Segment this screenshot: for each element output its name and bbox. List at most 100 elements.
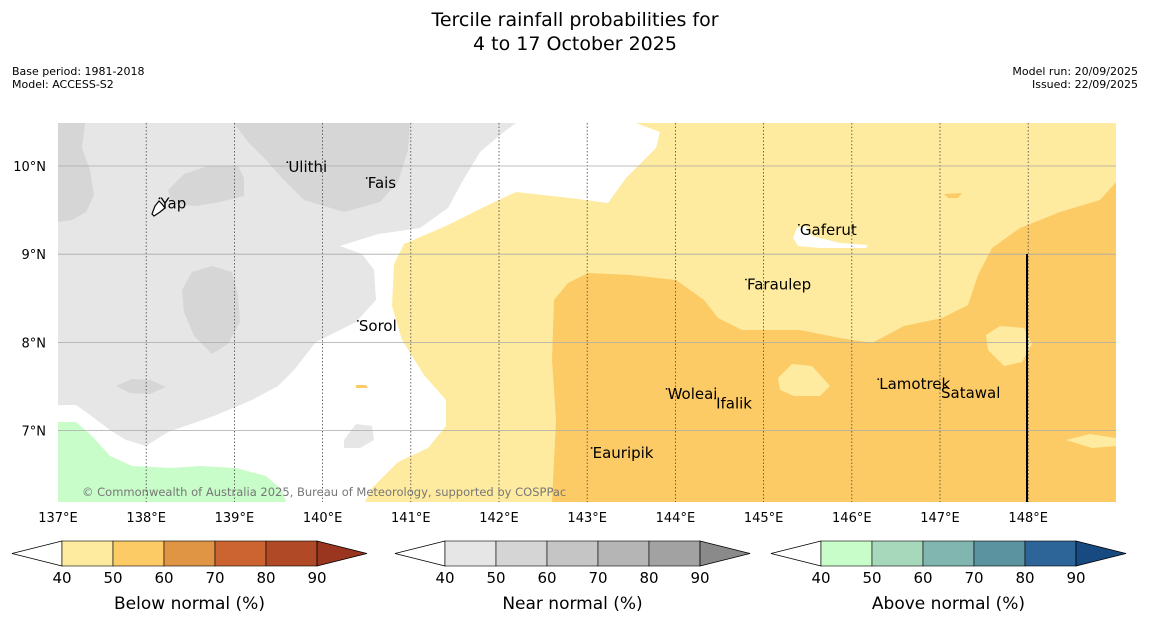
- title-line-2: 4 to 17 October 2025: [473, 33, 677, 55]
- below-normal-40-50-speck: [944, 193, 962, 198]
- place-label: Eauripik: [593, 444, 654, 462]
- colorbar-tick-label: 50: [486, 569, 505, 587]
- issued-date: Issued: 22/09/2025: [1031, 78, 1138, 91]
- copyright-notice: © Commonwealth of Australia 2025, Bureau…: [82, 485, 566, 499]
- colorbar-under-arrow: [394, 540, 446, 567]
- above-normal-40-50-region: [58, 422, 286, 502]
- colorbar-legend: 40 50 60 70 80 90 Below normal (%): [11, 540, 368, 614]
- colorbar-tick-label: 40: [435, 569, 454, 587]
- colorbar-tick-label: 40: [811, 569, 830, 587]
- colorbar-segment: [61, 540, 114, 567]
- place-label: Gaferut: [800, 221, 857, 239]
- model-run: Model run: 20/09/2025: [1012, 65, 1138, 78]
- colorbar-segment: [214, 540, 267, 567]
- longitude-tick-label: 148°E: [1008, 511, 1048, 526]
- colorbar-over-arrow: [1075, 540, 1127, 567]
- colorbar-tick-label: 60: [537, 569, 556, 587]
- colorbar-under-arrow: [770, 540, 822, 567]
- colorbar-segment: [265, 540, 318, 567]
- place-label: Lamotrek: [879, 375, 950, 393]
- longitude-tick-label: 142°E: [479, 511, 519, 526]
- near-normal-50-60-north: [234, 123, 410, 212]
- colorbar-legend: 40 50 60 70 80 90 Near normal (%): [394, 540, 751, 614]
- longitude-tick-label: 141°E: [391, 511, 431, 526]
- colorbar-tick-label: 80: [256, 569, 275, 587]
- colorbar-under-arrow: [11, 540, 63, 567]
- colorbar-segment: [597, 540, 650, 567]
- place-label: Ifalik: [716, 395, 752, 413]
- longitude-tick-label: 137°E: [38, 511, 78, 526]
- place-labels: Ulithi Fais Yap Gaferut Faraulep Sorol WoleaiI…: [158, 158, 1000, 462]
- yap-island-outline: [151, 200, 166, 217]
- map-title: Tercile rainfall probabilities for 4 to …: [0, 8, 1150, 56]
- colorbar-segment: [163, 540, 216, 567]
- place-marker: [877, 378, 880, 381]
- below-normal-40-50-pocket-mid: [778, 364, 830, 396]
- place-marker: [158, 197, 161, 200]
- below-normal-40-50-pocket-south: [1066, 434, 1116, 448]
- place-marker: [714, 397, 716, 400]
- place-label: Satawal: [941, 384, 1000, 402]
- colorbar-segment: [648, 540, 701, 567]
- colorbar-tick-label: 40: [52, 569, 71, 587]
- colorbar-title: Near normal (%): [502, 594, 642, 614]
- colorbar-over-arrow: [699, 540, 751, 567]
- meta-left: Base period: 1981-2018 Model: ACCESS-S2: [12, 65, 144, 91]
- grid-lines: [58, 123, 1116, 502]
- colorbar-tick-label: 80: [1015, 569, 1034, 587]
- colorbar-tick-label: 90: [690, 569, 709, 587]
- colorbar-title: Below normal (%): [114, 594, 265, 614]
- below-normal-speck-sorol: [356, 385, 368, 388]
- meta-right: Model run: 20/09/2025 Issued: 22/09/2025: [1012, 65, 1138, 91]
- colorbar-tick-label: 80: [639, 569, 658, 587]
- colorbar-tick-label: 70: [964, 569, 983, 587]
- longitude-tick-label: 139°E: [215, 511, 255, 526]
- place-label: Ulithi: [288, 158, 327, 176]
- near-normal-50-60-northwest: [58, 123, 94, 222]
- longitude-tick-label: 146°E: [832, 511, 872, 526]
- colorbar-tick-label: 90: [1066, 569, 1085, 587]
- place-marker: [797, 223, 800, 226]
- colorbar-segment: [820, 540, 873, 567]
- title-line-1: Tercile rainfall probabilities for: [431, 9, 719, 31]
- place-label: Fais: [368, 174, 397, 192]
- place-label: Woleai: [668, 385, 718, 403]
- place-marker: [939, 387, 941, 389]
- place-label: Yap: [159, 194, 186, 212]
- place-marker: [365, 177, 368, 179]
- colorbar-segment: [1024, 540, 1077, 567]
- place-marker: [745, 278, 747, 281]
- longitude-tick-label: 144°E: [656, 511, 696, 526]
- colorbar-tick-label: 50: [103, 569, 122, 587]
- near-normal-50-60-central: [182, 266, 240, 354]
- colorbar-segment: [546, 540, 599, 567]
- longitude-tick-label: 138°E: [126, 511, 166, 526]
- latitude-tick-label: 7°N: [22, 425, 47, 440]
- place-label: Faraulep: [747, 275, 811, 293]
- axis-labels: 137°E 138°E 139°E 140°E 141°E 142°E 143°E 144°E…: [13, 160, 1048, 526]
- near-normal-40-50-pocket-south: [344, 424, 374, 448]
- colorbar-segment: [495, 540, 548, 567]
- base-period: Base period: 1981-2018: [12, 65, 145, 78]
- place-marker: [286, 161, 289, 164]
- longitude-tick-label: 145°E: [744, 511, 784, 526]
- no-dominant-pocket-gaferut: [793, 226, 868, 248]
- below-normal-40-50-pocket-east: [986, 326, 1032, 366]
- colorbar-tick-label: 60: [154, 569, 173, 587]
- near-normal-50-60-south: [116, 379, 166, 394]
- latitude-tick-label: 10°N: [13, 160, 46, 175]
- latitude-tick-label: 9°N: [22, 248, 47, 263]
- colorbar-tick-label: 60: [913, 569, 932, 587]
- colorbar-segment: [871, 540, 924, 567]
- place-marker: [665, 387, 668, 390]
- colorbar-segment: [973, 540, 1026, 567]
- place-label: Sorol: [359, 317, 397, 335]
- yap-island-icon: [151, 200, 166, 217]
- place-marker: [590, 447, 593, 449]
- colorbar-tick-label: 50: [862, 569, 881, 587]
- colorbar-tick-label: 70: [205, 569, 224, 587]
- colorbar-legend: 40 50 60 70 80 90 Above normal (%): [770, 540, 1127, 614]
- colorbar-over-arrow: [316, 540, 368, 567]
